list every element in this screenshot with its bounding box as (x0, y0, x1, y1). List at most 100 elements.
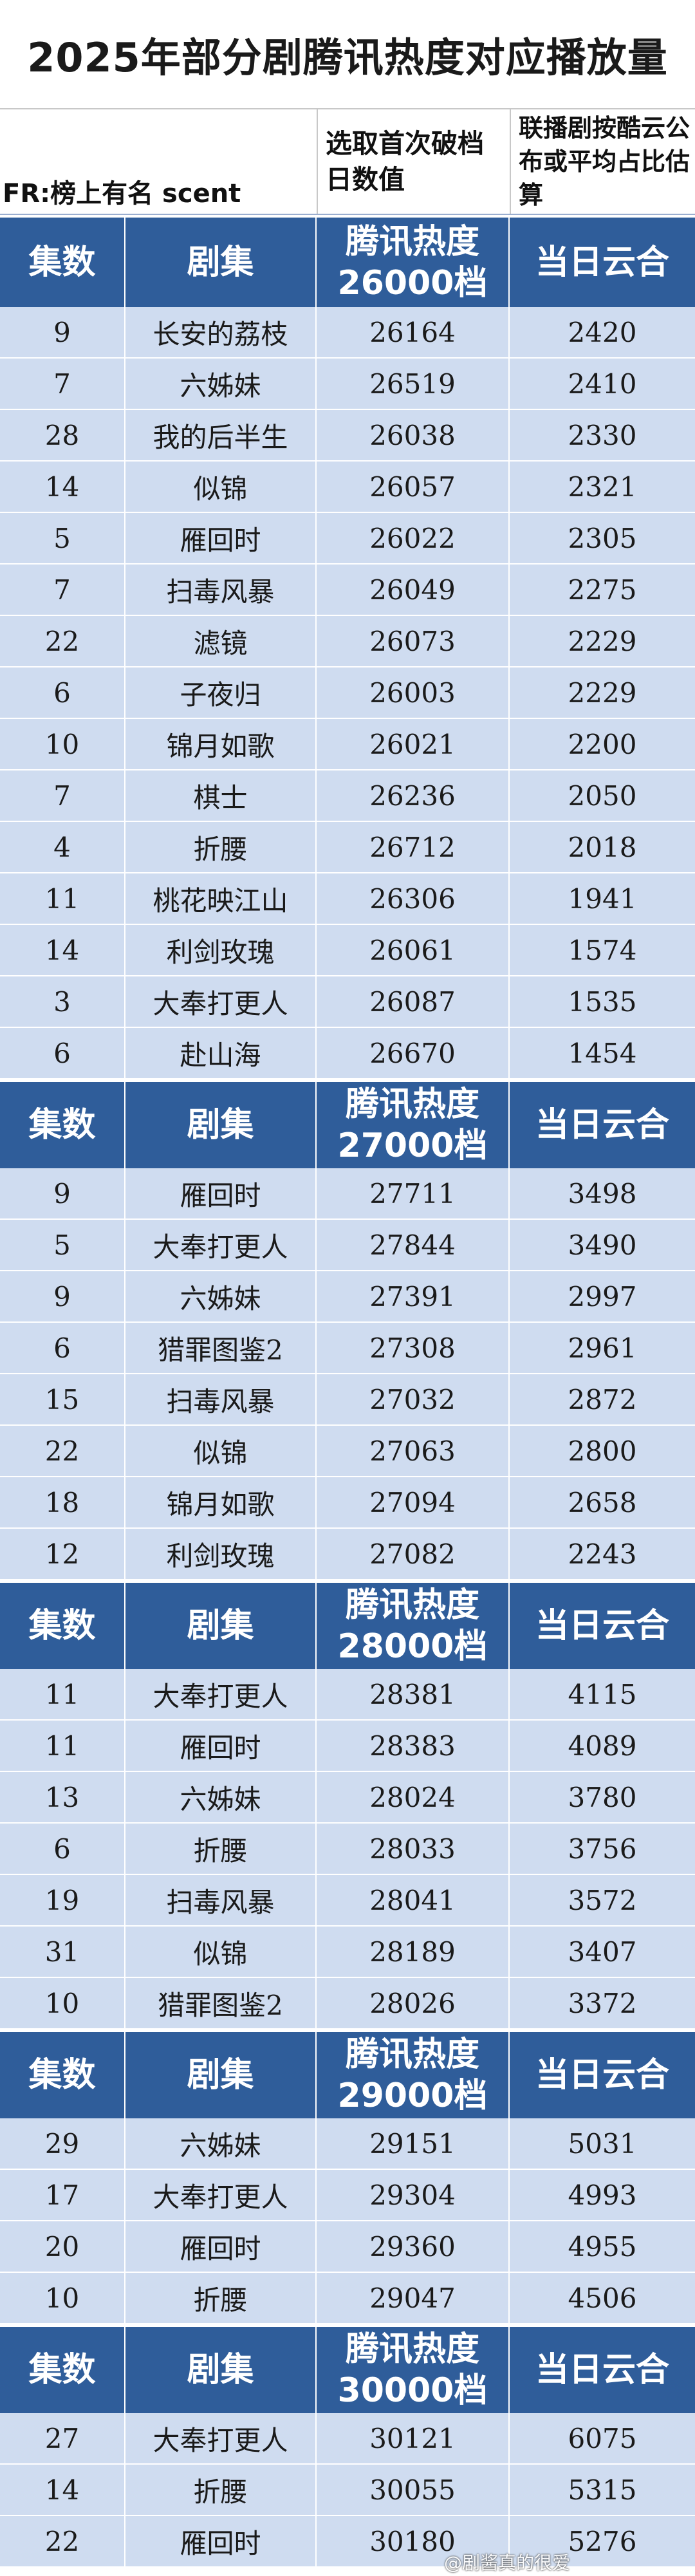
table-row: 11 桃花映江山 26306 1941 (0, 873, 695, 925)
cell-heat-value: 28189 (317, 1927, 510, 1977)
cell-episodes: 15 (0, 1374, 125, 1424)
cell-episodes: 19 (0, 1875, 125, 1925)
table-row: 29 六姊妹 29151 5031 (0, 2118, 695, 2170)
table-row: 6 猎罪图鉴2 27308 2961 (0, 1323, 695, 1374)
cell-drama-title: 折腰 (125, 2273, 317, 2323)
cell-episodes: 28 (0, 410, 125, 460)
cell-heat-value: 29151 (317, 2118, 510, 2169)
cell-platform-value: 3372 (568, 1987, 637, 2019)
cell-episodes: 6 (0, 1323, 125, 1373)
col-header-platform: 当日云合 (535, 2056, 669, 2095)
cell-drama-title: 锦月如歌 (125, 719, 317, 769)
cell-drama-title: 大奉打更人 (125, 976, 317, 1027)
table-row: 18 锦月如歌 27094 2658 (0, 1477, 695, 1529)
table-row: 13 六姊妹 28024 3780 (0, 1772, 695, 1824)
cell-heat-value: 29360 (317, 2221, 510, 2272)
cell-heat-value: 26712 (317, 822, 510, 872)
cell-platform-value: 5276 (568, 2525, 637, 2557)
table-row: 6 子夜归 26003 2229 (0, 667, 695, 719)
cell-episodes: 7 (0, 359, 125, 409)
table-row: 5 大奉打更人 27844 3490 (0, 1220, 695, 1271)
cell-heat-value: 28041 (317, 1875, 510, 1925)
cell-drama-title: 雁回时 (125, 1168, 317, 1218)
cell-platform-value: 4955 (568, 2230, 637, 2263)
col-header-platform: 当日云合 (535, 2351, 669, 2389)
cell-heat-value: 26236 (317, 770, 510, 821)
col-header-episodes: 集数 (0, 1082, 125, 1168)
cell-episodes: 17 (0, 2170, 125, 2220)
cell-platform-value: 5031 (568, 2127, 637, 2160)
page-title: 2025年部分剧腾讯热度对应播放量 (0, 0, 695, 109)
cell-platform-value: 2872 (568, 1383, 637, 1415)
cell-episodes: 20 (0, 2221, 125, 2272)
cell-heat-value: 30055 (317, 2465, 510, 2515)
cell-platform-value: 2275 (568, 574, 637, 606)
cell-heat-value: 27711 (317, 1168, 510, 1218)
cell-platform-value: 5315 (568, 2474, 637, 2506)
table-row: 12 利剑玫瑰 27082 2243 (0, 1529, 695, 1580)
cell-episodes: 12 (0, 1529, 125, 1579)
cell-episodes: 10 (0, 719, 125, 769)
cell-platform-value: 3780 (568, 1781, 637, 1813)
cell-drama-title: 利剑玫瑰 (125, 925, 317, 975)
cell-platform-value: 2018 (568, 831, 637, 863)
cell-drama-title: 大奉打更人 (125, 2413, 317, 2463)
cell-heat-value: 28026 (317, 1978, 510, 2028)
table-row: 31 似锦 28189 3407 (0, 1927, 695, 1978)
cell-episodes: 22 (0, 616, 125, 666)
cell-drama-title: 雁回时 (125, 1721, 317, 1771)
cell-platform-value: 2321 (568, 471, 637, 503)
table-row: 19 扫毒风暴 28041 3572 (0, 1875, 695, 1927)
cell-heat-value: 26057 (317, 462, 510, 512)
cell-platform-value: 2050 (568, 779, 637, 812)
table-row: 27 大奉打更人 30121 6075 (0, 2413, 695, 2465)
table-info-header: FR:榜上有名 scent 选取首次破档日数值 联播剧按酷云公布或平均占比估算 (0, 109, 695, 215)
cell-episodes: 18 (0, 1477, 125, 1527)
col-header-heat-tier: 腾讯热度 26000档 (317, 218, 510, 307)
table-row: 17 大奉打更人 29304 4993 (0, 2170, 695, 2221)
table-row: 22 滤镜 26073 2229 (0, 616, 695, 667)
cell-episodes: 9 (0, 307, 125, 357)
cell-episodes: 14 (0, 2465, 125, 2515)
cell-drama-title: 六姊妹 (125, 1772, 317, 1822)
table-row: 10 折腰 29047 4506 (0, 2273, 695, 2324)
cell-episodes: 6 (0, 1824, 125, 1874)
table-row: 10 猎罪图鉴2 28026 3372 (0, 1978, 695, 2030)
col-header-episodes: 集数 (0, 2032, 125, 2118)
cell-platform-value: 2229 (568, 677, 637, 709)
cell-platform-value: 1535 (568, 985, 637, 1018)
cell-drama-title: 折腰 (125, 2465, 317, 2515)
cell-drama-title: 似锦 (125, 462, 317, 512)
col-header-episodes: 集数 (0, 1583, 125, 1669)
cell-episodes: 22 (0, 2516, 125, 2566)
col-header-episodes: 集数 (0, 218, 125, 307)
cell-drama-title: 扫毒风暴 (125, 565, 317, 615)
cell-drama-title: 棋士 (125, 770, 317, 821)
cell-drama-title: 六姊妹 (125, 1271, 317, 1321)
cell-episodes: 10 (0, 1978, 125, 2028)
cell-platform-value: 3572 (568, 1884, 637, 1916)
cell-drama-title: 长安的荔枝 (125, 307, 317, 357)
cell-heat-value: 26073 (317, 616, 510, 666)
cell-heat-value: 27391 (317, 1271, 510, 1321)
cell-platform-value: 2305 (568, 522, 637, 554)
cell-heat-value: 29047 (317, 2273, 510, 2323)
cell-episodes: 11 (0, 1669, 125, 1719)
tier-header-row: 集数 剧集 腾讯热度 28000档 当日云合 (0, 1580, 695, 1669)
cell-heat-value: 27082 (317, 1529, 510, 1579)
table-row: 9 雁回时 27711 3498 (0, 1168, 695, 1220)
heat-tier-tables: 集数 剧集 腾讯热度 26000档 当日云合 9 长安的荔枝 26164 2420 7 六姊妹 26… (0, 215, 695, 2568)
table-row: 7 棋士 26236 2050 (0, 770, 695, 822)
cell-platform-value: 2229 (568, 625, 637, 657)
cell-drama-title: 猎罪图鉴2 (125, 1978, 317, 2028)
cell-platform-value: 2800 (568, 1435, 637, 1467)
col-header-episodes: 集数 (0, 2327, 125, 2413)
cell-platform-value: 6075 (568, 2422, 637, 2454)
tier-header-row: 集数 剧集 腾讯热度 26000档 当日云合 (0, 215, 695, 307)
cell-heat-value: 26038 (317, 410, 510, 460)
cell-drama-title: 桃花映江山 (125, 873, 317, 924)
cell-episodes: 9 (0, 1168, 125, 1218)
cell-heat-value: 27032 (317, 1374, 510, 1424)
col-header-drama: 剧集 (125, 1583, 317, 1669)
cell-heat-value: 27094 (317, 1477, 510, 1527)
